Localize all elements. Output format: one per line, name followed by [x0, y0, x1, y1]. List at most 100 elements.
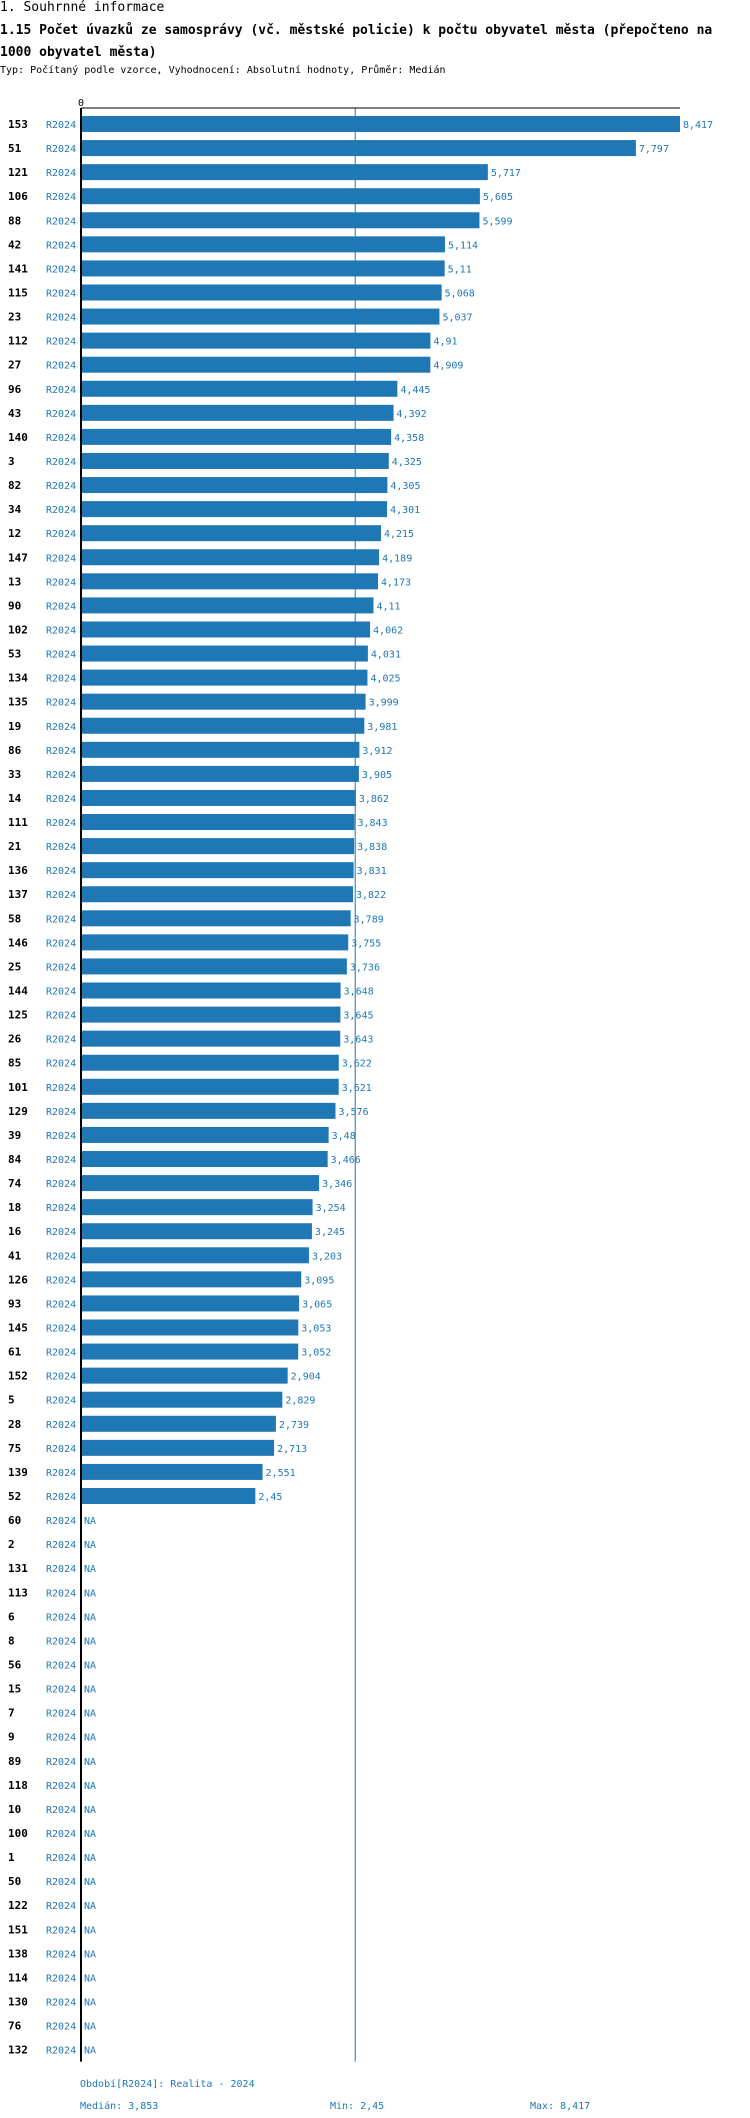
value-label: 3,346 [322, 1179, 352, 1190]
na-label: NA [84, 1612, 96, 1623]
value-label: 5,717 [491, 168, 521, 179]
category-label: 23 [8, 311, 21, 324]
bar [81, 549, 380, 566]
value-label: 3,736 [350, 962, 380, 973]
period-label: R2024 [46, 192, 76, 203]
value-label: 4,909 [433, 361, 463, 372]
category-label: 96 [8, 383, 22, 396]
category-label: 131 [8, 1562, 28, 1575]
bar [81, 1030, 341, 1047]
period-label: R2024 [46, 818, 76, 829]
bar [81, 693, 366, 710]
na-label: NA [84, 1660, 96, 1671]
period-label: R2024 [46, 987, 76, 998]
period-label: R2024 [46, 1107, 76, 1118]
period-label: R2024 [46, 1540, 76, 1551]
category-label: 52 [8, 1490, 21, 1503]
bar [81, 1006, 341, 1023]
period-label: R2024 [46, 1997, 76, 2008]
period-label: R2024 [46, 553, 76, 564]
bar [81, 1319, 299, 1336]
value-label: 2,551 [266, 1468, 296, 1479]
value-label: 3,838 [357, 842, 387, 853]
bar [81, 140, 636, 157]
value-label: 3,822 [356, 890, 386, 901]
bar [81, 212, 480, 229]
footer-median: Medián: 3,853 [80, 2101, 159, 2112]
bar [81, 765, 359, 782]
period-label: R2024 [46, 240, 76, 251]
category-label: 34 [8, 503, 22, 516]
bar [81, 428, 392, 445]
category-label: 3 [8, 455, 15, 468]
na-label: NA [84, 1949, 96, 1960]
category-label: 102 [8, 623, 28, 636]
category-label: 147 [8, 551, 28, 564]
category-label: 101 [8, 1081, 28, 1094]
period-label: R2024 [46, 770, 76, 781]
value-label: 2,904 [291, 1372, 321, 1383]
bar [81, 741, 360, 758]
category-label: 130 [8, 1995, 28, 2008]
value-label: 2,829 [285, 1396, 315, 1407]
category-label: 15 [8, 1683, 21, 1696]
category-label: 126 [8, 1273, 28, 1286]
category-label: 151 [8, 1923, 28, 1936]
category-label: 136 [8, 864, 28, 877]
bar [81, 1247, 309, 1264]
period-label: R2024 [46, 2046, 76, 2057]
period-label: R2024 [46, 1973, 76, 1984]
bar [81, 1126, 329, 1143]
category-label: 100 [8, 1827, 28, 1840]
category-label: 139 [8, 1466, 28, 1479]
category-label: 121 [8, 166, 28, 179]
category-label: 135 [8, 696, 28, 709]
period-label: R2024 [46, 1636, 76, 1647]
bar [81, 356, 431, 373]
value-label: 3,755 [351, 938, 381, 949]
period-label: R2024 [46, 1059, 76, 1070]
period-label: R2024 [46, 409, 76, 420]
period-label: R2024 [46, 1155, 76, 1166]
category-label: 113 [8, 1586, 28, 1599]
category-label: 85 [8, 1057, 21, 1070]
value-label: 3,466 [331, 1155, 361, 1166]
value-label: 4,392 [397, 409, 427, 420]
value-label: 3,912 [362, 746, 392, 757]
bar [81, 1223, 312, 1240]
value-label: 3,831 [357, 866, 387, 877]
category-label: 114 [8, 1971, 28, 1984]
value-label: 2,713 [277, 1444, 307, 1455]
period-label: R2024 [46, 1179, 76, 1190]
period-label: R2024 [46, 842, 76, 853]
category-label: 82 [8, 479, 21, 492]
period-label: R2024 [46, 1275, 76, 1286]
period-label: R2024 [46, 1588, 76, 1599]
bar [81, 789, 356, 806]
value-label: 3,905 [362, 770, 392, 781]
period-label: R2024 [46, 168, 76, 179]
category-label: 153 [8, 118, 28, 131]
category-label: 89 [8, 1755, 21, 1768]
bar [81, 1415, 276, 1432]
na-label: NA [84, 1709, 96, 1720]
period-label: R2024 [46, 1660, 76, 1671]
period-label: R2024 [46, 1757, 76, 1768]
period-label: R2024 [46, 1685, 76, 1696]
period-label: R2024 [46, 1877, 76, 1888]
category-label: 122 [8, 1899, 28, 1912]
value-label: 3,999 [369, 698, 399, 709]
category-label: 19 [8, 720, 21, 733]
category-label: 42 [8, 238, 21, 251]
period-label: R2024 [46, 1468, 76, 1479]
bar [81, 838, 355, 855]
value-label: 5,037 [442, 313, 472, 324]
category-label: 132 [8, 2044, 28, 2057]
na-label: NA [84, 1829, 96, 1840]
value-label: 4,215 [384, 529, 414, 540]
period-label: R2024 [46, 1131, 76, 1142]
category-label: 88 [8, 214, 21, 227]
footer-min: Min: 2,45 [330, 2101, 385, 2112]
na-label: NA [84, 1997, 96, 2008]
